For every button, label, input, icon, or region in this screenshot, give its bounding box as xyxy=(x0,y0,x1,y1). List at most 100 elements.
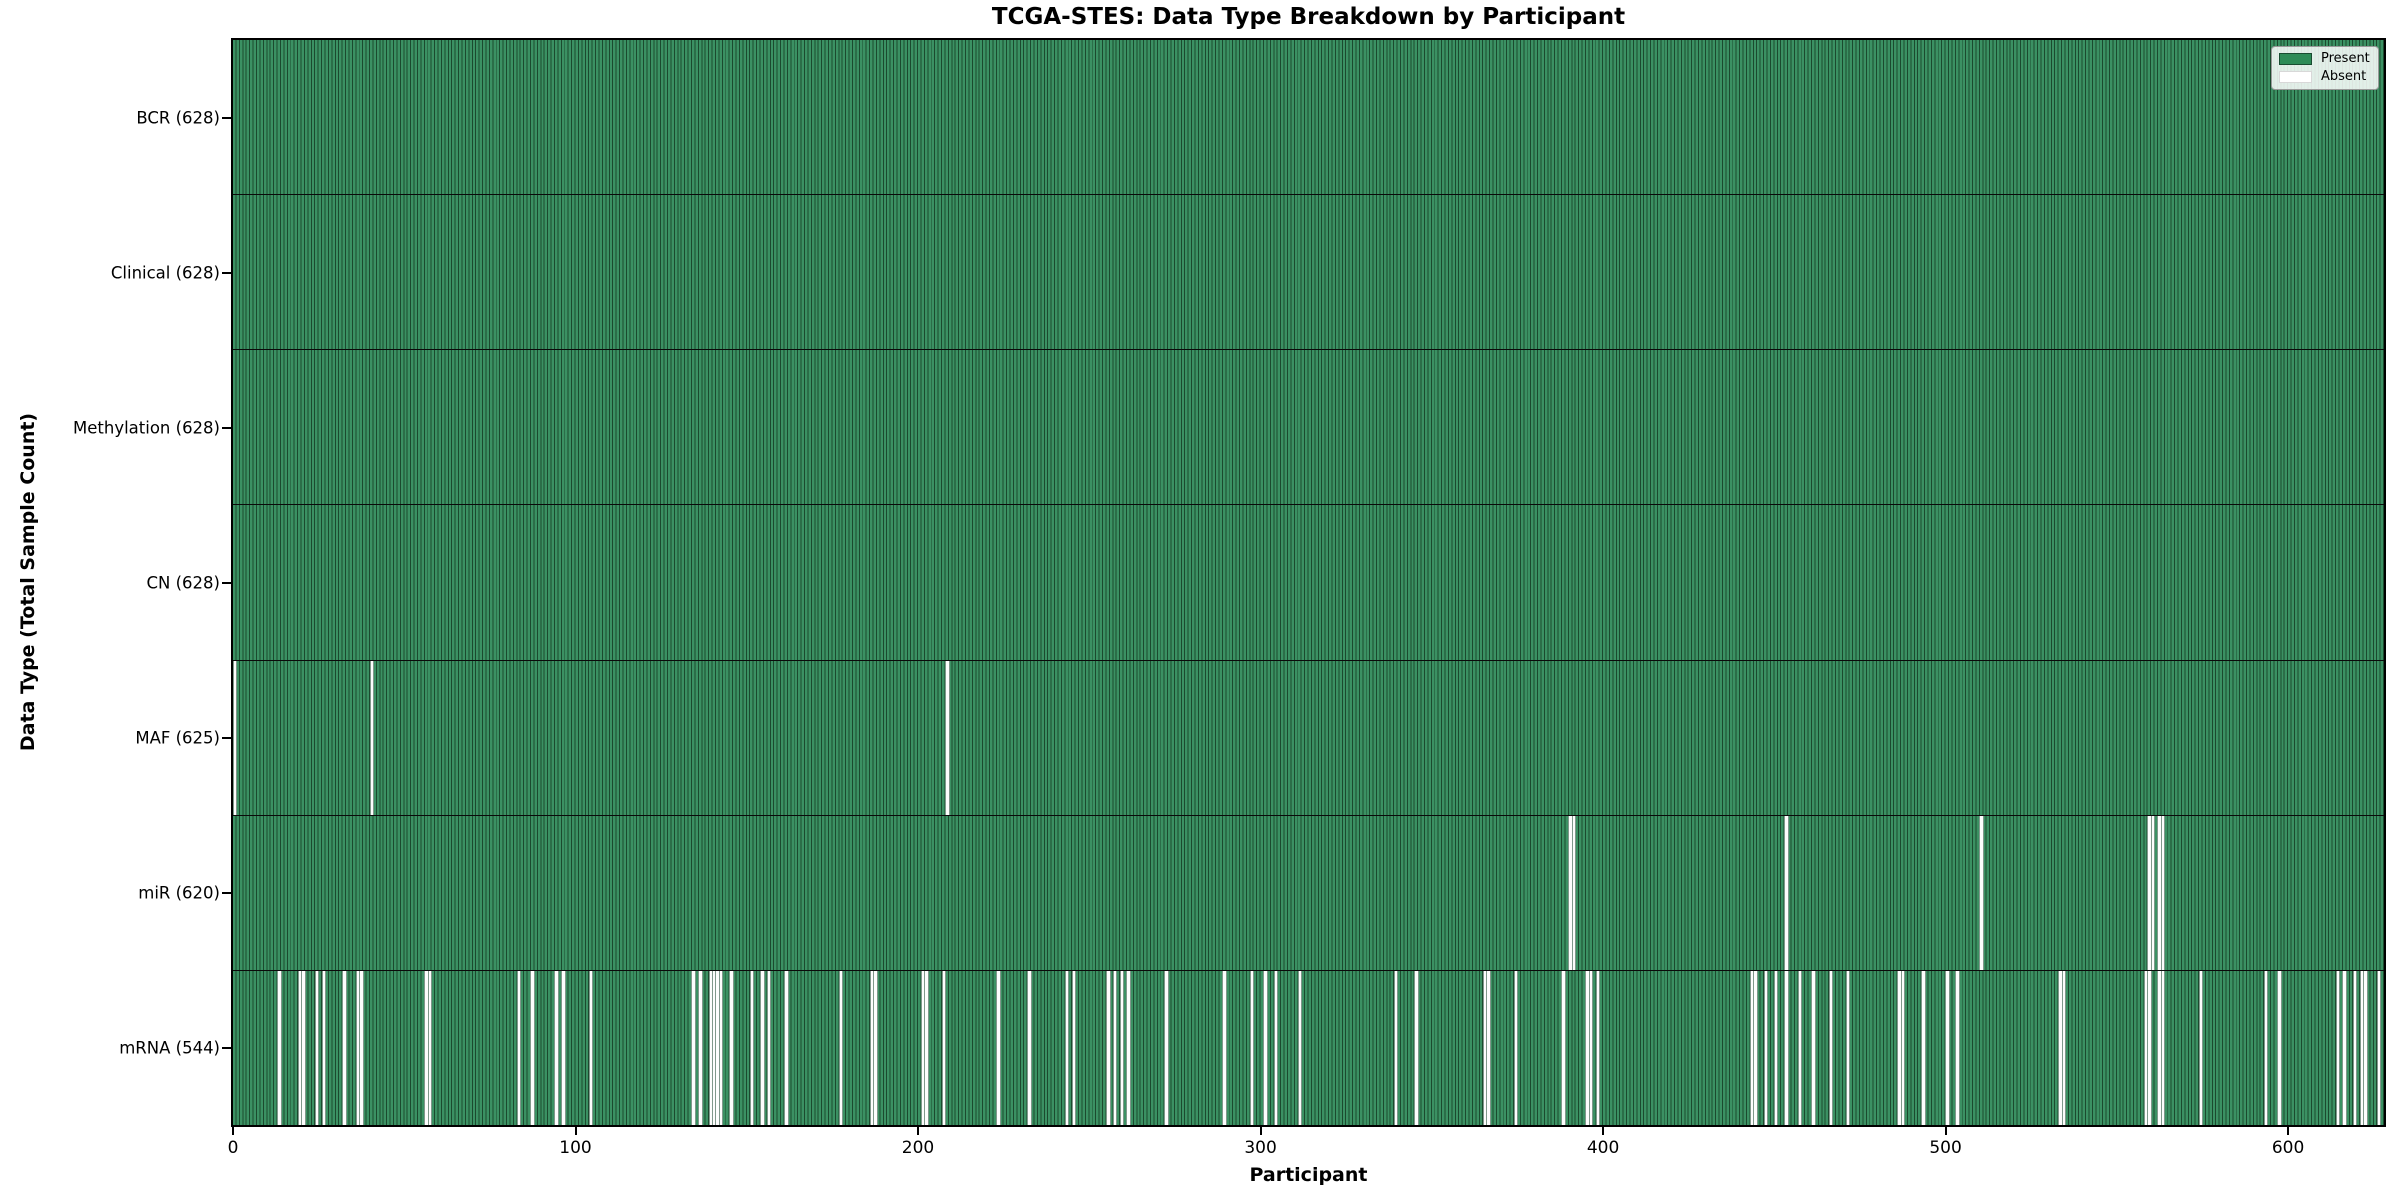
absent-gap xyxy=(1119,970,1125,1125)
absent-gap xyxy=(2263,970,2269,1125)
x-tick-mark xyxy=(232,1127,234,1135)
absent-gap xyxy=(314,970,320,1125)
absent-gap xyxy=(2147,970,2152,1125)
absent-gap xyxy=(1249,970,1255,1125)
absent-gap xyxy=(2160,815,2166,970)
x-tick-label: 300 xyxy=(1244,1138,1277,1158)
data-row-BCR xyxy=(233,40,2384,196)
y-tick-mark xyxy=(222,426,231,429)
absent-gap xyxy=(1753,970,1758,1125)
x-tick-label: 500 xyxy=(1929,1138,1962,1158)
x-axis-label: Participant xyxy=(1249,1164,1368,1186)
y-tick-label: CN (628) xyxy=(146,573,220,592)
absent-gap xyxy=(2198,970,2204,1125)
y-tick-label: mRNA (544) xyxy=(119,1038,220,1057)
absent-gap xyxy=(873,970,878,1125)
legend: Present Absent xyxy=(2271,46,2379,90)
absent-gap xyxy=(342,970,347,1125)
data-row-Clinical xyxy=(233,195,2384,351)
absent-gap xyxy=(1273,970,1279,1125)
y-axis-label: Data Type (Total Sample Count) xyxy=(17,412,39,752)
x-tick-label: 0 xyxy=(227,1138,239,1158)
absent-gap xyxy=(321,970,327,1125)
absent-gap xyxy=(759,970,765,1125)
absent-gap xyxy=(1784,970,1789,1125)
absent-gap xyxy=(1414,970,1419,1125)
data-row-mRNA xyxy=(233,970,2384,1125)
absent-gap xyxy=(783,970,789,1125)
x-tick-mark xyxy=(917,1127,920,1135)
absent-gap xyxy=(301,970,306,1125)
legend-entry-absent: Absent xyxy=(2279,70,2370,83)
absent-gap xyxy=(1979,815,1984,970)
x-tick-label: 200 xyxy=(901,1138,935,1158)
absent-gap xyxy=(2342,970,2348,1125)
y-tick-mark xyxy=(222,116,231,119)
x-tick-mark xyxy=(1259,1127,1262,1135)
x-tick-label: 100 xyxy=(559,1138,592,1158)
chart-title: TCGA-STES: Data Type Breakdown by Partic… xyxy=(991,4,1626,30)
absent-gap xyxy=(2160,970,2166,1125)
absent-gap xyxy=(359,970,364,1125)
data-row-CN xyxy=(233,505,2384,661)
absent-gap xyxy=(369,660,375,815)
data-row-miR xyxy=(233,815,2384,971)
absent-gap xyxy=(766,970,772,1125)
x-tick-mark xyxy=(574,1127,577,1135)
absent-gap xyxy=(749,970,755,1125)
y-tick-mark xyxy=(222,736,231,739)
absent-gap xyxy=(1595,970,1601,1125)
x-tick-mark xyxy=(1944,1127,1947,1135)
absent-gap xyxy=(2277,970,2282,1125)
absent-gap xyxy=(1811,970,1817,1125)
absent-gap xyxy=(1222,970,1227,1125)
legend-swatch-present xyxy=(2279,52,2312,65)
legend-label-absent: Absent xyxy=(2321,69,2367,84)
absent-gap xyxy=(1027,970,1032,1125)
absent-gap xyxy=(924,970,929,1125)
y-tick-label: miR (620) xyxy=(138,883,220,902)
absent-gap xyxy=(1773,970,1779,1125)
absent-gap xyxy=(1588,970,1594,1125)
absent-gap xyxy=(729,970,734,1125)
absent-gap xyxy=(530,970,536,1125)
absent-gap xyxy=(1393,970,1399,1125)
absent-gap xyxy=(1763,970,1769,1125)
x-tick-label: 400 xyxy=(1586,1138,1620,1158)
absent-gap xyxy=(698,970,703,1125)
absent-gap xyxy=(561,970,566,1125)
absent-gap xyxy=(1945,970,1950,1125)
y-tick-mark xyxy=(222,891,231,894)
y-tick-label: MAF (625) xyxy=(135,728,220,747)
y-tick-mark xyxy=(222,1046,231,1049)
absent-gap xyxy=(838,970,844,1125)
data-row-Methylation xyxy=(233,350,2384,506)
absent-gap xyxy=(1513,970,1519,1125)
absent-gap xyxy=(427,970,433,1125)
absent-gap xyxy=(1126,970,1132,1125)
x-tick-label: 600 xyxy=(2271,1138,2305,1158)
absent-gap xyxy=(2335,970,2341,1125)
absent-gap xyxy=(2376,970,2382,1125)
absent-gap xyxy=(1828,970,1834,1125)
absent-gap xyxy=(718,970,724,1125)
absent-gap xyxy=(691,970,697,1125)
legend-label-present: Present xyxy=(2321,51,2370,66)
absent-gap xyxy=(588,970,594,1125)
absent-gap xyxy=(1112,970,1118,1125)
y-tick-label: Methylation (628) xyxy=(73,418,220,437)
absent-gap xyxy=(1571,815,1577,970)
absent-gap xyxy=(1955,970,1960,1125)
absent-gap xyxy=(277,970,282,1125)
absent-gap xyxy=(1263,970,1269,1125)
absent-gap xyxy=(2362,970,2368,1125)
absent-gap xyxy=(1164,970,1169,1125)
absent-gap xyxy=(996,970,1001,1125)
absent-gap xyxy=(1845,970,1851,1125)
absent-gap xyxy=(232,660,238,815)
absent-gap xyxy=(1297,970,1303,1125)
absent-gap xyxy=(1486,970,1491,1125)
absent-gap xyxy=(1561,970,1567,1125)
absent-gap xyxy=(2150,815,2156,970)
